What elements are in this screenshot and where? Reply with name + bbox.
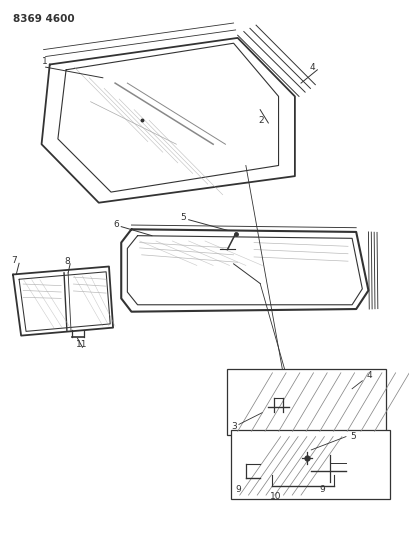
FancyBboxPatch shape <box>230 430 389 499</box>
Text: 8: 8 <box>64 257 70 266</box>
Text: 8369 4600: 8369 4600 <box>13 14 74 24</box>
Text: 5: 5 <box>180 213 186 222</box>
Text: 2: 2 <box>258 116 263 125</box>
Text: 9: 9 <box>319 486 324 495</box>
Text: 11: 11 <box>76 340 88 349</box>
Text: 4: 4 <box>366 371 371 380</box>
Text: 6: 6 <box>113 220 119 229</box>
Text: 3: 3 <box>231 422 237 431</box>
Text: 10: 10 <box>270 492 281 501</box>
Text: 7: 7 <box>11 256 17 265</box>
Text: 9: 9 <box>235 486 241 495</box>
Text: 1: 1 <box>41 58 47 67</box>
Text: 4: 4 <box>308 63 314 72</box>
FancyBboxPatch shape <box>226 369 385 435</box>
Text: 5: 5 <box>349 432 355 441</box>
